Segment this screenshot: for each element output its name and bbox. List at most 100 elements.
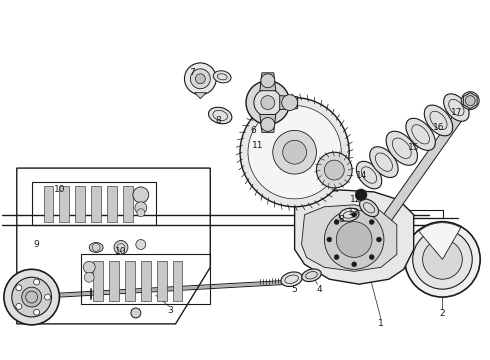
Circle shape [83,261,95,273]
Text: 1: 1 [378,319,384,328]
Circle shape [34,279,40,285]
Circle shape [336,222,372,257]
Text: 8: 8 [339,215,344,224]
Ellipse shape [424,105,453,136]
Bar [59,186,70,222]
Circle shape [317,152,352,188]
Text: 14: 14 [356,171,368,180]
Circle shape [369,255,374,260]
Circle shape [136,239,146,249]
Text: 4: 4 [317,285,322,294]
Circle shape [282,95,297,111]
Ellipse shape [360,199,378,217]
Bar [172,261,182,301]
Ellipse shape [386,131,417,165]
Text: 10: 10 [54,185,65,194]
Polygon shape [260,114,276,132]
Circle shape [352,212,357,217]
Circle shape [352,262,357,267]
Circle shape [283,140,307,164]
Circle shape [273,130,317,174]
Text: 6: 6 [250,126,256,135]
Bar [109,261,119,301]
Circle shape [248,105,341,199]
Text: 17: 17 [451,108,462,117]
Circle shape [461,92,479,109]
Ellipse shape [340,208,359,221]
Polygon shape [280,96,297,109]
Circle shape [12,277,51,317]
Circle shape [254,89,282,117]
Circle shape [261,96,275,109]
Text: 13: 13 [348,208,360,217]
Ellipse shape [406,118,435,150]
Polygon shape [294,190,414,284]
Circle shape [184,63,216,95]
Circle shape [114,240,128,255]
Text: 10: 10 [115,247,127,256]
Ellipse shape [209,107,232,124]
Ellipse shape [89,243,103,252]
Circle shape [334,255,339,260]
Circle shape [369,220,374,225]
Circle shape [261,117,275,131]
Bar [123,186,133,222]
Bar [44,186,53,222]
Bar [141,261,151,301]
Circle shape [16,303,22,309]
Circle shape [137,209,145,217]
Circle shape [246,81,290,125]
Text: 8: 8 [215,116,221,125]
Bar [93,261,103,301]
Bar [107,186,117,222]
Circle shape [16,285,22,291]
Text: 2: 2 [440,310,445,319]
Polygon shape [375,103,470,233]
Circle shape [4,269,59,325]
Polygon shape [260,73,276,91]
Text: 7: 7 [190,68,196,77]
Polygon shape [301,205,397,271]
Ellipse shape [213,71,231,83]
Circle shape [466,96,475,105]
Circle shape [135,202,147,214]
Bar [75,186,85,222]
Ellipse shape [302,269,321,282]
Circle shape [324,160,344,180]
Bar [125,261,135,301]
Text: 12: 12 [350,195,362,204]
Circle shape [376,237,381,242]
Ellipse shape [356,161,382,189]
Circle shape [413,230,472,289]
Circle shape [405,222,480,297]
Circle shape [355,189,367,201]
Circle shape [133,187,149,203]
Bar [91,186,101,222]
Text: 5: 5 [292,285,297,294]
Text: 16: 16 [433,123,444,132]
Circle shape [327,237,332,242]
Circle shape [22,287,42,307]
Circle shape [334,220,339,225]
Circle shape [191,69,210,89]
Polygon shape [195,93,206,99]
Circle shape [196,74,205,84]
Circle shape [34,309,40,315]
Circle shape [324,210,384,269]
Ellipse shape [281,272,302,287]
Circle shape [45,294,50,300]
Text: 9: 9 [34,240,40,249]
Text: 11: 11 [252,141,264,150]
Polygon shape [464,93,477,109]
Ellipse shape [370,147,398,177]
Circle shape [84,272,94,282]
Wedge shape [419,223,461,260]
Text: 15: 15 [408,143,419,152]
Ellipse shape [443,94,469,121]
Circle shape [261,74,275,88]
Text: 3: 3 [168,306,173,315]
Bar [157,261,167,301]
Circle shape [131,308,141,318]
Circle shape [422,239,462,279]
Circle shape [240,98,349,207]
